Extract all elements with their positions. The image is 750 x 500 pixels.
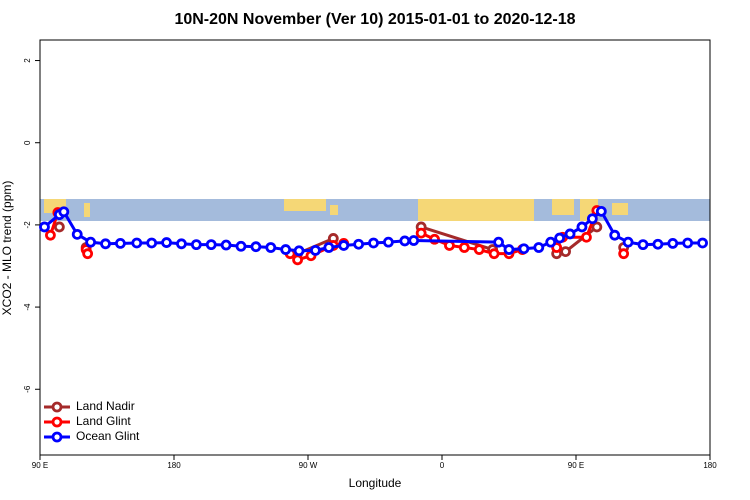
data-point [533,242,545,253]
legend-marker [51,431,63,443]
data-point [503,244,515,255]
data-point [595,205,607,217]
data-point [353,238,365,250]
data-point [146,237,158,249]
data-point [53,221,65,233]
data-point [82,248,94,260]
data-point [399,235,411,247]
data-point [338,240,350,251]
data-point [554,232,566,244]
data-point [458,242,470,253]
data-point [581,231,592,243]
legend-marker [51,416,63,428]
chart-title: 10N-20N November (Ver 10) 2015-01-01 to … [174,11,575,28]
data-point [293,245,305,257]
data-point [58,206,70,218]
data-point [176,238,187,250]
data-point [652,238,664,250]
data-point [564,228,576,240]
y-tick-label: -4 [23,303,32,311]
data-point [310,244,321,256]
x-tick-label: 0 [440,461,445,470]
data-point [190,239,202,251]
legend-label: Ocean Glint [76,429,140,443]
data-point [591,221,603,233]
y-axis-label: XCO2 - MLO trend (ppm) [0,181,14,316]
legend-label: Land Glint [76,414,131,428]
y-tick-label: -6 [23,385,32,393]
data-point [265,242,277,253]
data-point [382,236,394,248]
data-point [682,237,694,249]
data-point [205,239,217,251]
y-tick-label: 0 [23,140,32,145]
data-point [493,236,504,248]
y-tick-label: -2 [23,221,32,229]
x-tick-label: 180 [167,461,181,470]
data-point [250,241,262,253]
data-point [131,237,143,249]
data-point [576,221,588,233]
x-tick-label: 90 E [568,461,584,470]
data-point [473,244,485,255]
y-tick-label: 2 [23,58,32,63]
data-point [161,237,172,248]
data-point [697,237,708,249]
data-point [560,246,571,258]
data-point [100,238,111,250]
data-point [368,237,379,249]
data-point [220,239,232,251]
data-point [518,243,530,255]
legend-marker [51,401,63,413]
data-point [408,235,420,246]
data-point [622,236,634,248]
data-point [667,237,679,249]
data-point [85,236,97,248]
data-point [618,248,630,260]
data-point [637,239,649,251]
map-strip [40,199,710,221]
x-tick-label: 90 E [32,461,48,470]
data-point [45,229,56,241]
data-point [545,236,557,248]
data-point [609,229,621,241]
x-tick-label: 90 W [299,461,318,470]
data-point [280,244,292,255]
data-point [586,213,598,225]
data-point [292,254,303,266]
plot-frame [39,39,711,456]
data-point [415,227,427,239]
legend-label: Land Nadir [76,399,135,413]
x-tick-label: 180 [703,461,717,470]
x-axis-label: Longitude [349,476,402,490]
data-point [39,221,50,233]
data-point [488,248,500,260]
data-point [115,237,126,249]
data-point [235,240,247,252]
data-point [323,242,335,253]
data-point [71,228,83,240]
